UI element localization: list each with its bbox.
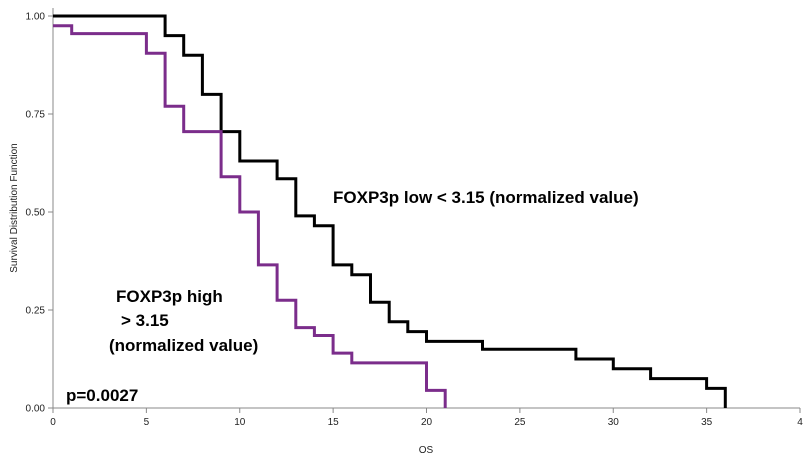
survival-curve-high [53, 24, 447, 408]
x-tick-label: 0 [50, 417, 56, 428]
annotation-p-value: p=0.0027 [66, 386, 138, 405]
y-tick-label: 0.75 [26, 110, 46, 121]
survival-curve-low [53, 14, 727, 408]
y-tick-label: 0.00 [26, 404, 46, 415]
x-tick-label: 4 [797, 417, 803, 428]
x-ticks: 0 5 10 15 20 25 30 35 4 [50, 408, 803, 428]
x-tick-label: 30 [608, 417, 620, 428]
x-tick-label: 5 [144, 417, 150, 428]
annotation-foxp3p-high-line3: (normalized value) [109, 336, 258, 355]
x-tick-label: 35 [701, 417, 713, 428]
series-layer [53, 14, 727, 408]
x-tick-label: 25 [514, 417, 526, 428]
x-tick-label: 15 [328, 417, 340, 428]
y-tick-label: 0.50 [26, 208, 46, 219]
y-tick-label: 1.00 [26, 12, 46, 23]
y-tick-label: 0.25 [26, 306, 46, 317]
annotation-foxp3p-high-line1: FOXP3p high [116, 287, 223, 306]
x-tick-label: 20 [421, 417, 433, 428]
x-tick-label: 10 [234, 417, 246, 428]
y-axis-title: Survival Distribution Function [9, 143, 20, 273]
y-ticks: 0.00 0.25 0.50 0.75 1.00 [26, 12, 53, 415]
annotation-foxp3p-high-line2: > 3.15 [121, 311, 169, 330]
annotation-foxp3p-low: FOXP3p low < 3.15 (normalized value) [333, 188, 639, 207]
x-axis-title: OS [419, 445, 434, 453]
